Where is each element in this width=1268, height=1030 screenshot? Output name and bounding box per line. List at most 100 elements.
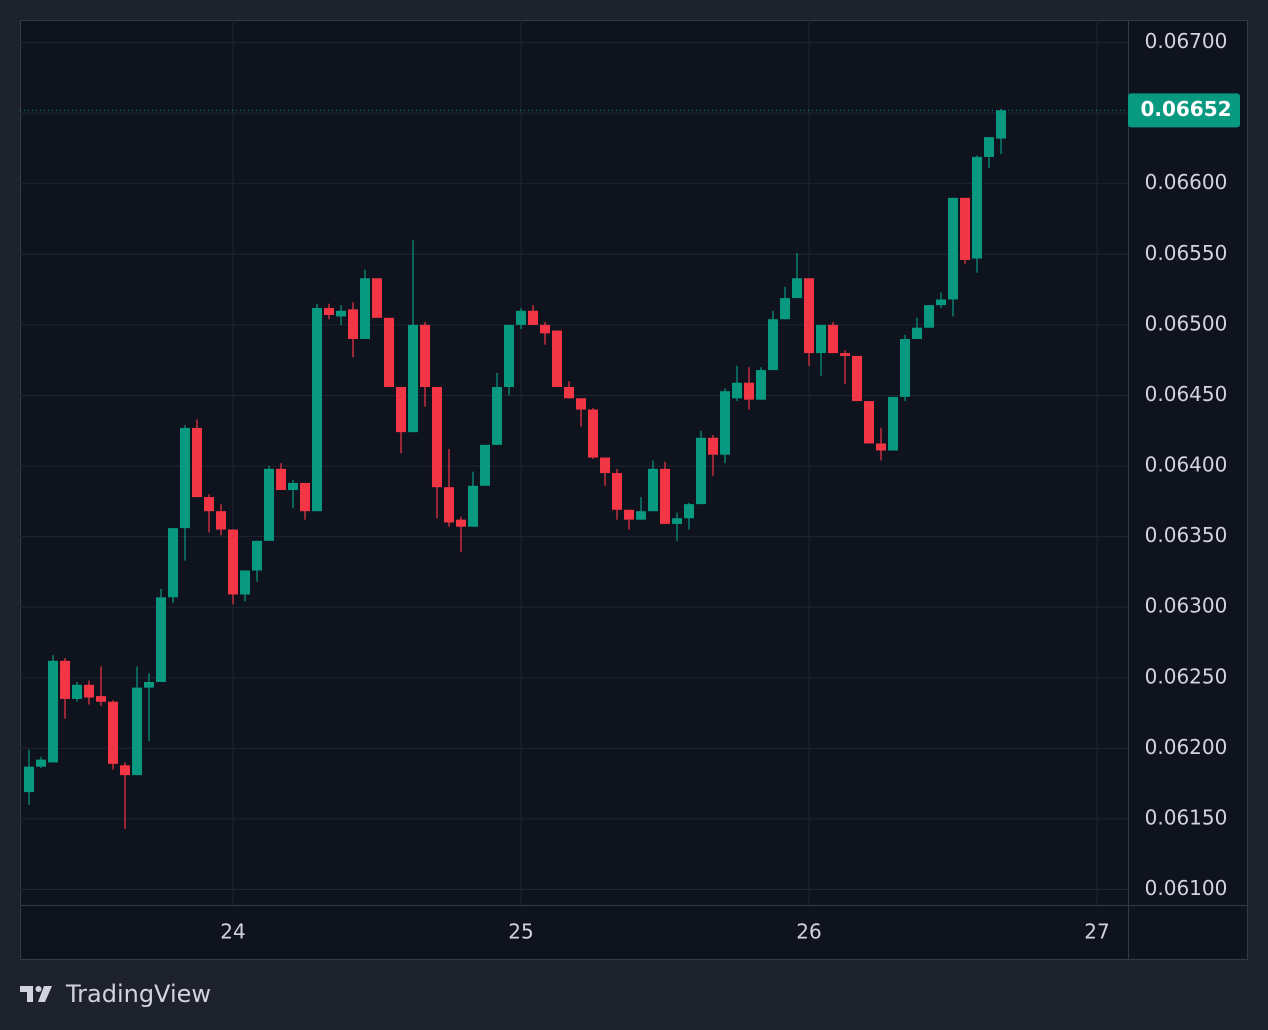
candle-body [960,197,971,260]
x-tick-label: 26 [796,920,821,944]
candle-body [35,759,46,767]
candle-body [467,485,478,527]
candle-body [107,701,118,764]
candle-body [696,437,707,505]
last-price-label: 0.06652 [1140,97,1231,121]
candle-body [96,696,107,702]
candle-body [924,305,935,328]
candle-body [204,497,215,512]
candle-body [228,529,239,595]
candle-body [156,597,167,682]
candle-body [420,324,431,387]
candle-body [636,511,647,520]
candle-body [683,504,694,519]
candle-body [780,298,791,320]
candle-body [912,327,923,339]
candle-body [672,518,683,524]
candle-body [60,660,71,699]
candle-body [276,468,287,491]
candle-body [444,487,455,523]
y-tick-label: 0.06200 [1145,735,1228,759]
y-tick-label: 0.06300 [1145,594,1228,618]
candle-body [71,684,82,699]
candle-body [84,684,95,698]
candle-body [552,330,563,387]
candle-body [336,310,347,317]
candle-body [852,355,863,402]
y-tick-label: 0.06400 [1145,453,1228,477]
candle-body [240,570,251,595]
candle-body [791,278,802,299]
candle-body [624,509,635,520]
candle-body [900,338,911,397]
candle-body [312,307,323,512]
candle-body [575,398,586,410]
candle-body [864,401,875,444]
candle-body [348,309,359,339]
candle-body [192,427,203,498]
candle-body [804,278,815,354]
y-tick-label: 0.06700 [1145,29,1228,53]
candle-body [24,766,35,793]
y-tick-label: 0.06100 [1145,876,1228,900]
candle-body [372,278,383,318]
candle-body [384,317,395,387]
candle-body [611,473,622,510]
candle-body [768,319,779,371]
candle-body [539,324,550,334]
candle-body [516,310,527,325]
candle-body [179,427,190,529]
candle-body [744,382,755,400]
y-tick-label: 0.06450 [1145,382,1228,406]
x-tick-label: 24 [220,920,245,944]
candle-body [996,110,1007,139]
candle-body [827,324,838,354]
candle-body [480,444,491,486]
candle-body [287,482,298,491]
candle-body [647,468,658,512]
candle-body [888,396,899,451]
candle-body [215,511,226,530]
candle-body [132,687,143,776]
y-tick-label: 0.06350 [1145,523,1228,547]
candle-body [972,156,983,259]
x-tick-label: 27 [1084,920,1109,944]
candle-body [143,681,154,688]
candle-body [984,137,995,157]
candle-body [660,468,671,524]
y-tick-label: 0.06550 [1145,241,1228,265]
y-tick-label: 0.06250 [1145,664,1228,688]
candle-body [588,409,599,458]
brand-name: TradingView [65,980,211,1008]
x-tick-label: 25 [508,920,533,944]
candle-body [948,197,959,300]
candle-body [431,386,442,488]
candle-body [719,391,730,455]
candle-body [936,299,947,306]
candle-body [408,324,419,433]
brand-logo [20,986,52,1002]
candle-body [755,370,766,400]
y-tick-label: 0.06500 [1145,311,1228,335]
candle-body [564,386,575,399]
last-price-box [1128,93,1240,128]
candle-body [48,660,59,763]
candle-body [503,324,514,387]
candle-body [708,437,719,455]
candle-body [323,307,334,315]
plot-area [20,20,1128,905]
candle-body [732,382,743,399]
candle-body [816,324,827,354]
candle-body [251,540,262,571]
candle-body [168,528,179,598]
candle-body [456,519,467,527]
candle-body [395,386,406,433]
candle-body [264,468,275,541]
candle-body [359,278,370,339]
candle-body [528,310,539,325]
candle-body [492,386,503,445]
candle-body [840,353,851,356]
candle-body [876,443,887,451]
